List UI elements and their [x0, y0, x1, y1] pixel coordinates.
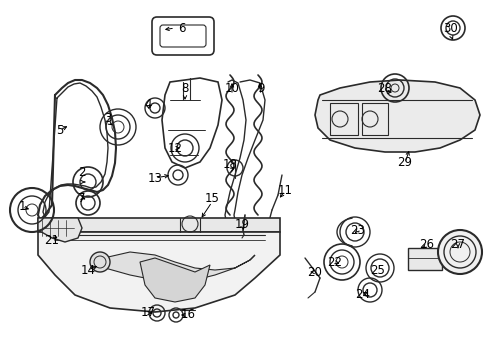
Text: 10: 10: [224, 82, 239, 95]
Polygon shape: [407, 248, 441, 270]
Text: 30: 30: [443, 22, 457, 35]
Text: 3: 3: [104, 112, 111, 125]
Polygon shape: [38, 232, 280, 312]
Text: 24: 24: [355, 288, 370, 302]
Text: 19: 19: [234, 219, 249, 231]
Text: 28: 28: [377, 81, 392, 94]
Polygon shape: [38, 218, 82, 242]
Text: 1: 1: [18, 201, 26, 213]
Text: 15: 15: [204, 192, 219, 204]
Text: 29: 29: [397, 157, 412, 170]
Polygon shape: [314, 80, 479, 152]
Text: 7: 7: [78, 192, 85, 204]
Polygon shape: [38, 218, 280, 232]
Polygon shape: [95, 252, 254, 282]
Text: 9: 9: [257, 82, 264, 95]
Text: 2: 2: [78, 166, 85, 180]
Text: 12: 12: [167, 141, 182, 154]
Polygon shape: [140, 258, 209, 302]
Circle shape: [437, 230, 481, 274]
Text: 5: 5: [56, 123, 63, 136]
Text: 4: 4: [144, 99, 151, 112]
Text: 8: 8: [181, 82, 188, 95]
Text: 20: 20: [307, 266, 322, 279]
FancyBboxPatch shape: [152, 17, 214, 55]
Text: 14: 14: [81, 264, 95, 276]
Text: 11: 11: [277, 184, 292, 198]
Text: 25: 25: [370, 264, 385, 276]
Text: 6: 6: [178, 22, 185, 35]
Text: 23: 23: [350, 224, 365, 237]
Text: 17: 17: [140, 306, 155, 320]
Text: 26: 26: [419, 238, 434, 252]
Text: 22: 22: [327, 256, 342, 269]
Text: 27: 27: [449, 238, 465, 252]
Text: 21: 21: [44, 234, 60, 247]
Text: 16: 16: [180, 309, 195, 321]
Text: 18: 18: [222, 158, 237, 171]
Circle shape: [90, 252, 110, 272]
FancyBboxPatch shape: [160, 25, 205, 47]
Text: 13: 13: [147, 171, 162, 184]
